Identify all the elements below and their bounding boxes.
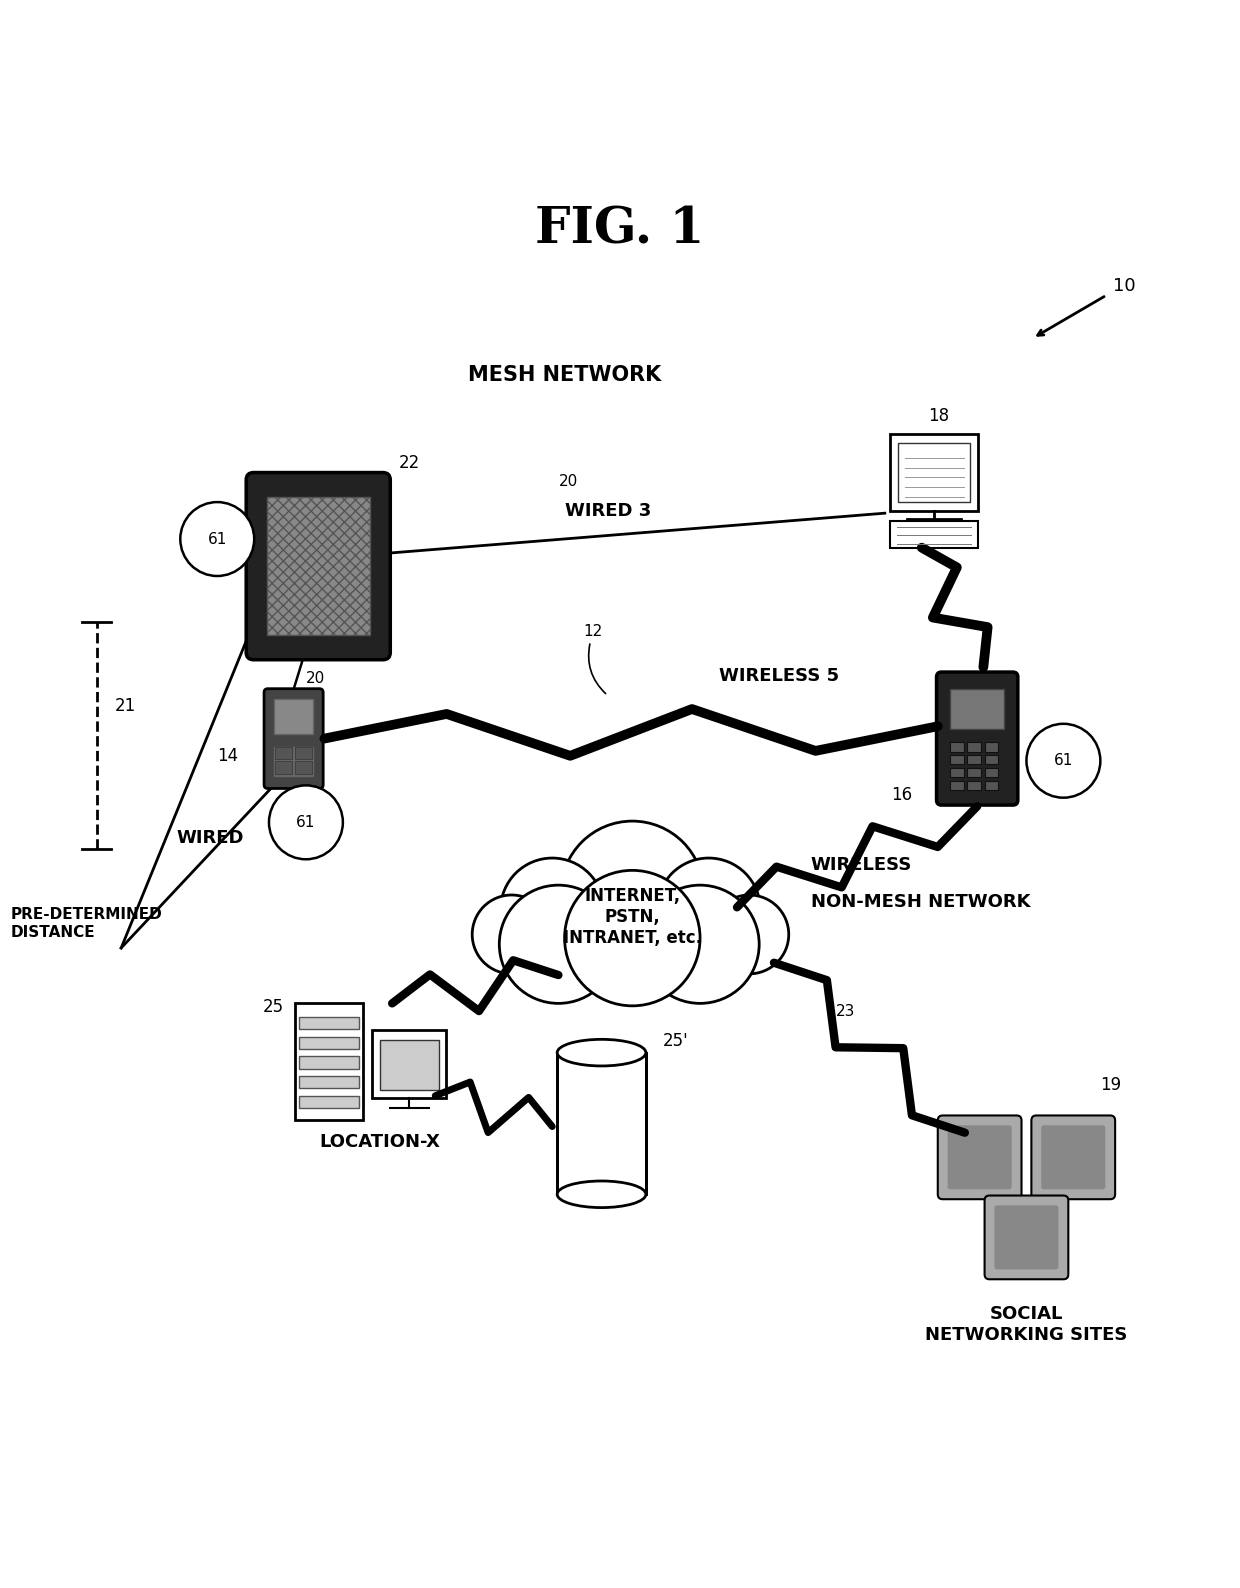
Text: 18: 18 — [928, 407, 949, 426]
Text: 20: 20 — [558, 475, 578, 489]
Bar — [379, 1040, 439, 1089]
FancyBboxPatch shape — [994, 1205, 1059, 1269]
Text: WIRELESS 5: WIRELESS 5 — [718, 667, 838, 684]
Bar — [299, 1016, 358, 1029]
Bar — [890, 435, 978, 511]
Text: WIRED: WIRED — [176, 829, 244, 848]
Bar — [274, 699, 314, 734]
Bar — [985, 781, 998, 791]
Text: MESH NETWORK: MESH NETWORK — [467, 365, 661, 386]
Circle shape — [1027, 724, 1100, 797]
FancyBboxPatch shape — [937, 1115, 1022, 1199]
FancyBboxPatch shape — [264, 689, 324, 789]
Bar — [274, 699, 314, 734]
Bar — [299, 1037, 358, 1050]
Text: PRE-DETERMINED
DISTANCE: PRE-DETERMINED DISTANCE — [10, 907, 162, 940]
Text: 25': 25' — [663, 1032, 689, 1051]
Bar — [950, 742, 963, 751]
Bar — [557, 1053, 646, 1194]
Circle shape — [657, 858, 760, 961]
Text: 20: 20 — [306, 672, 325, 686]
Bar — [985, 756, 998, 764]
Bar — [898, 443, 970, 502]
FancyArrowPatch shape — [589, 645, 605, 694]
Bar — [560, 1054, 642, 1193]
FancyBboxPatch shape — [247, 473, 391, 659]
Bar — [950, 689, 1004, 729]
Bar — [950, 781, 963, 791]
Circle shape — [472, 896, 551, 973]
Text: 21: 21 — [115, 697, 136, 715]
Circle shape — [711, 896, 789, 973]
Bar — [299, 1056, 358, 1069]
Text: LOCATION-X: LOCATION-X — [320, 1134, 440, 1151]
Bar — [967, 756, 981, 764]
Circle shape — [180, 502, 254, 576]
Text: 61: 61 — [1054, 753, 1073, 769]
Bar — [950, 756, 963, 764]
Circle shape — [501, 858, 604, 961]
FancyBboxPatch shape — [985, 1196, 1069, 1280]
Bar — [295, 746, 312, 759]
Text: 12: 12 — [583, 624, 603, 640]
Text: 22: 22 — [398, 454, 419, 472]
Text: 14: 14 — [217, 746, 238, 765]
Text: 61: 61 — [207, 532, 227, 546]
Bar — [267, 497, 370, 635]
Bar — [985, 769, 998, 778]
Bar — [890, 521, 978, 548]
Text: SOCIAL
NETWORKING SITES: SOCIAL NETWORKING SITES — [925, 1305, 1127, 1343]
Circle shape — [641, 885, 759, 1004]
Bar — [967, 769, 981, 778]
Text: 10: 10 — [1112, 278, 1136, 295]
Bar — [274, 746, 314, 777]
Circle shape — [500, 885, 618, 1004]
FancyBboxPatch shape — [1032, 1115, 1115, 1199]
Text: WIRED 3: WIRED 3 — [564, 502, 651, 519]
Bar — [295, 1004, 362, 1121]
Ellipse shape — [557, 1181, 646, 1207]
Bar — [299, 1077, 358, 1088]
Text: 23: 23 — [836, 1004, 854, 1018]
Bar — [950, 769, 963, 778]
Circle shape — [564, 870, 701, 1005]
Text: 25: 25 — [263, 997, 284, 1016]
Text: INTERNET,
PSTN,
INTRANET, etc.: INTERNET, PSTN, INTRANET, etc. — [563, 888, 702, 946]
Text: 16: 16 — [892, 786, 913, 804]
FancyBboxPatch shape — [1042, 1126, 1105, 1189]
Text: FIG. 1: FIG. 1 — [536, 205, 704, 254]
Text: WIRELESS: WIRELESS — [811, 856, 913, 875]
Bar — [985, 742, 998, 751]
Bar — [460, 834, 805, 981]
Bar — [967, 781, 981, 791]
Bar — [295, 761, 312, 773]
Ellipse shape — [557, 1040, 646, 1066]
Bar — [275, 761, 293, 773]
Bar — [967, 742, 981, 751]
Circle shape — [560, 821, 704, 964]
Text: 19: 19 — [1100, 1075, 1121, 1094]
Circle shape — [269, 786, 343, 859]
FancyBboxPatch shape — [947, 1126, 1012, 1189]
Bar — [275, 746, 293, 759]
FancyBboxPatch shape — [936, 672, 1018, 805]
Text: NON-MESH NETWORK: NON-MESH NETWORK — [811, 894, 1030, 912]
Bar — [299, 1096, 358, 1108]
Text: 61: 61 — [296, 815, 316, 831]
Bar — [372, 1031, 446, 1099]
